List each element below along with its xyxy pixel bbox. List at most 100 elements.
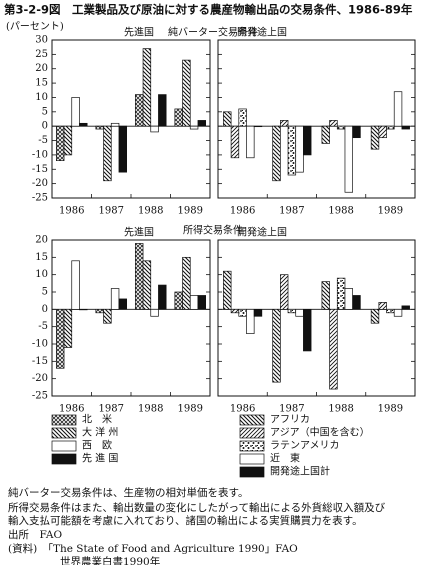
bar	[321, 125, 330, 144]
bar	[134, 94, 144, 127]
bar	[238, 308, 247, 317]
bar	[336, 277, 346, 310]
x-tick-label: 1987	[99, 404, 124, 415]
bar	[386, 308, 395, 314]
bar	[63, 125, 73, 156]
bar	[150, 308, 159, 317]
y-tick-label: -25	[32, 193, 48, 204]
bar	[174, 291, 183, 310]
bar	[253, 125, 263, 128]
y-tick-label: 15	[35, 78, 48, 89]
bar	[393, 91, 403, 127]
legend-swatch	[239, 466, 265, 478]
bar	[223, 111, 232, 127]
note: 出所 FAO	[8, 528, 62, 541]
x-tick-label: 1986	[59, 404, 84, 415]
bar	[158, 284, 167, 310]
bar	[287, 125, 297, 176]
bar	[103, 125, 112, 182]
y-tick-label: 15	[35, 252, 48, 263]
bar	[272, 308, 281, 383]
bar	[95, 308, 104, 314]
bar	[370, 308, 380, 324]
bar	[182, 256, 191, 310]
legend-swatch	[239, 427, 265, 439]
bar	[272, 125, 281, 182]
unit: (パーセント)	[6, 21, 64, 33]
note: 純バーター交易条件は、生産物の相対単価を表す。	[8, 486, 248, 499]
bar	[55, 308, 65, 369]
y-tick-label: -25	[32, 391, 48, 402]
bar	[253, 308, 263, 317]
note: (資料) 「The State of Food and Agriculture …	[8, 542, 298, 555]
y-tick-label: 30	[35, 35, 48, 46]
y-tick-label: 10	[35, 269, 48, 280]
bar	[401, 305, 410, 310]
y-tick-label: 0	[42, 121, 48, 132]
x-tick-label: 1989	[378, 404, 403, 415]
legend-swatch	[51, 414, 77, 426]
bar	[246, 308, 255, 334]
y-tick-label: 20	[35, 63, 48, 74]
y-tick-label: -20	[32, 178, 48, 189]
section-label: 所得交易条件	[183, 224, 243, 237]
note: 世界農業白書1990年	[60, 555, 160, 565]
x-tick-label: 1987	[279, 404, 304, 415]
bar	[110, 122, 120, 127]
bar	[197, 295, 207, 310]
y-tick-label: 20	[35, 235, 48, 246]
x-tick-label: 1988	[328, 206, 353, 217]
bar	[378, 302, 387, 310]
legend-label: ラテンアメリカ	[270, 440, 340, 452]
legend-label: 開発途上国計	[270, 465, 330, 478]
bar	[386, 125, 395, 130]
bar	[295, 125, 304, 173]
bar	[110, 288, 120, 310]
bar	[79, 308, 88, 311]
bar	[344, 288, 353, 310]
bar	[189, 125, 199, 130]
legend-label: アフリカ	[270, 414, 310, 426]
bar	[321, 281, 330, 310]
x-tick-label: 1986	[230, 404, 255, 415]
y-tick-label: -15	[32, 164, 48, 175]
panel-frame	[217, 39, 416, 199]
legend-label: 近 東	[270, 452, 300, 465]
bar	[189, 295, 199, 310]
bar	[352, 295, 361, 310]
bar	[378, 125, 387, 139]
bar	[197, 120, 207, 127]
bar	[230, 125, 240, 159]
y-tick-label: 5	[42, 287, 48, 298]
bar	[329, 308, 338, 390]
bar	[370, 125, 380, 150]
x-tick-label: 1987	[279, 206, 304, 217]
bar	[344, 125, 353, 193]
bar	[134, 243, 144, 310]
x-tick-label: 1989	[178, 404, 203, 415]
x-tick-label: 1987	[99, 206, 124, 217]
x-tick-label: 1988	[328, 404, 353, 415]
legend-label: 西 欧	[82, 440, 112, 452]
y-tick-label: 0	[42, 304, 48, 315]
bar	[63, 308, 73, 348]
x-tick-label: 1989	[378, 206, 403, 217]
bar	[174, 108, 183, 127]
y-tick-label: -15	[32, 356, 48, 367]
legend-swatch	[51, 427, 77, 439]
bar	[79, 122, 88, 127]
y-tick-label: 25	[35, 49, 48, 60]
y-tick-label: -5	[38, 135, 48, 146]
y-tick-label: -10	[32, 339, 48, 350]
bar	[223, 270, 232, 310]
bar	[103, 308, 112, 324]
title: 第3-2-9図 工業製品及び原油に対する農産物輸出品の交易条件、1986-89年	[4, 3, 413, 17]
bar	[238, 108, 247, 127]
bar	[352, 125, 361, 139]
bar	[287, 308, 297, 314]
legend-swatch	[239, 453, 265, 465]
bar	[336, 125, 346, 130]
legend-label: アジア（中国を含む）	[270, 426, 370, 439]
bar	[295, 308, 304, 317]
bar	[329, 120, 338, 127]
